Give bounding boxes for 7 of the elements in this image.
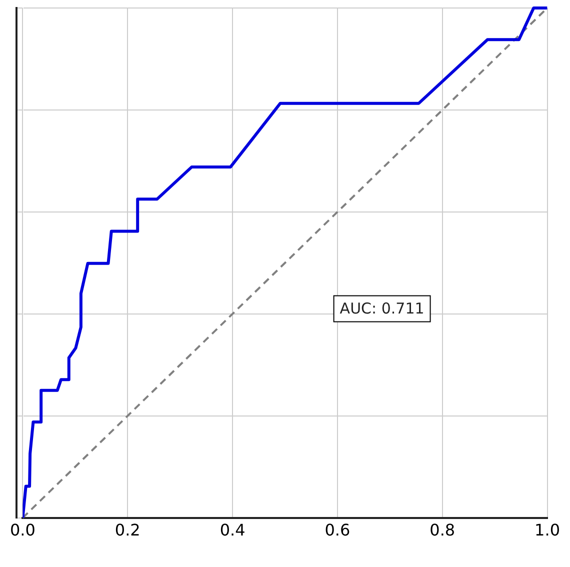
- x-tick-label: 0.4: [220, 520, 246, 540]
- x-tick-label: 0.2: [114, 520, 140, 540]
- x-tick-label: 0.8: [430, 520, 456, 540]
- x-tick-label: 0.0: [10, 520, 36, 540]
- x-tick-label: 0.6: [324, 520, 350, 540]
- x-tick-label: 1.0: [534, 520, 560, 540]
- annotation: AUC: 0.711: [340, 300, 424, 318]
